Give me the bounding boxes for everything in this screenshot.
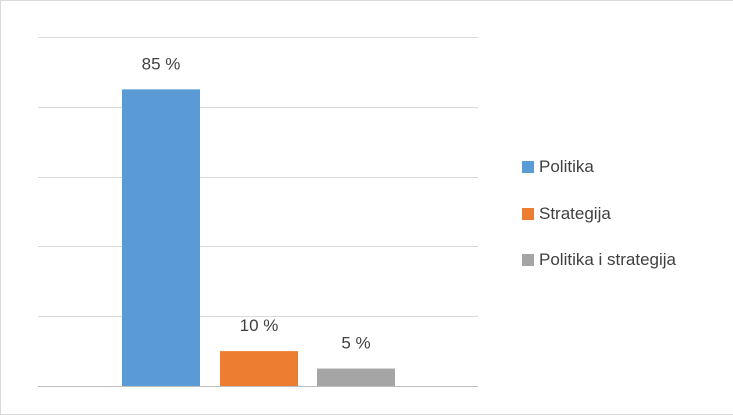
data-label-1: 85 % [142,54,181,73]
bar-1 [122,89,200,386]
legend: Politika Strategija Politika i strategija [522,157,677,269]
legend-label-1: Politika [539,157,594,176]
legend-label-3: Politika i strategija [539,250,677,269]
legend-label-2: Strategija [539,204,611,223]
bar-2 [220,351,298,386]
legend-swatch-2 [522,208,534,220]
bar-3 [317,368,395,386]
legend-swatch-3 [522,254,534,266]
data-label-2: 10 % [240,316,279,335]
gridlines [38,37,478,387]
legend-swatch-1 [522,161,534,173]
data-label-3: 5 % [341,334,370,353]
bar-series [122,89,395,386]
data-labels: 85 % 10 % 5 % [142,54,371,352]
